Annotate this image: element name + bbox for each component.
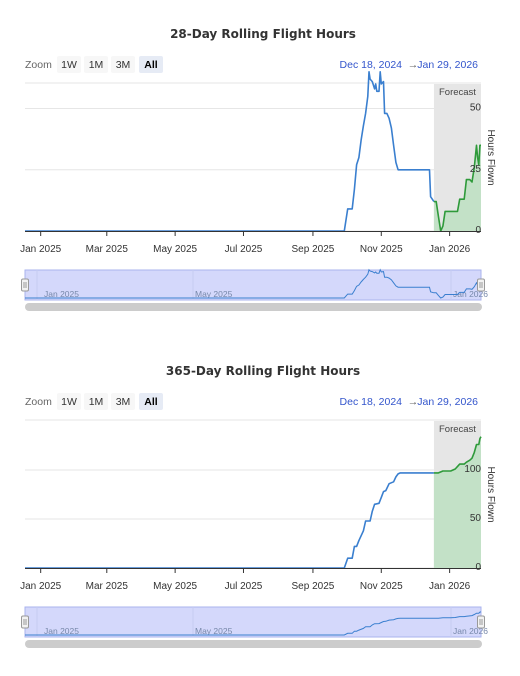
navigator-scrollbar[interactable] — [25, 303, 482, 311]
x-tick-label: Mar 2025 — [86, 244, 129, 255]
x-tick-label: Sep 2025 — [292, 244, 335, 255]
chart-svg: 28-Day Rolling Flight Hours Zoom 1W 1M 3M All… — [20, 27, 496, 311]
zoom-button-bg — [57, 56, 81, 73]
y-tick-label: 0 — [475, 225, 481, 236]
navigator-window[interactable] — [24, 269, 482, 301]
navigator-series-line — [25, 268, 481, 299]
range-from-input[interactable]: Dec 18, 2024 — [340, 59, 403, 71]
navigator-window[interactable] — [24, 606, 482, 638]
navigator-label: May 2025 — [195, 626, 233, 636]
navigator-label: Jan 2026 — [453, 289, 488, 299]
zoom-button-bg — [139, 56, 163, 73]
zoom-button-1m[interactable]: 1M — [84, 56, 108, 73]
zoom-button-bg — [84, 56, 108, 73]
handle-grip — [477, 615, 485, 629]
navigator-series-line — [25, 611, 482, 636]
zoom-button-bg — [57, 393, 81, 410]
zoom-button-3m[interactable]: 3M — [111, 393, 135, 410]
forecast-area — [433, 145, 481, 231]
zoom-button-all[interactable]: All — [139, 56, 163, 73]
actual-series-line — [25, 472, 434, 569]
zoom-button-label: All — [144, 59, 158, 71]
x-tick-label: Jul 2025 — [225, 244, 263, 255]
navigator-label: Jan 2026 — [453, 626, 488, 636]
forecast-series-line — [433, 436, 482, 474]
navigator-left-handle[interactable] — [21, 615, 29, 629]
navigator-right-handle[interactable] — [477, 278, 485, 292]
zoom-button-bg — [84, 393, 108, 410]
navigator[interactable]: Jan 2025 May 2025 Jan 2026 — [21, 606, 489, 638]
y-tick-label: 50 — [470, 513, 482, 524]
navigator[interactable]: Jan 2025 May 2025 Jan 2026 — [21, 268, 489, 301]
navigator-label: Jan 2025 — [44, 626, 79, 636]
navigator-scrollbar[interactable] — [25, 640, 482, 648]
range-to-input[interactable]: Jan 29, 2026 — [417, 396, 478, 408]
y-tick-label: 50 — [470, 103, 482, 114]
zoom-button-bg — [111, 393, 135, 410]
y-tick-label: 25 — [470, 164, 482, 175]
rolling-365-day-chart: 365-Day Rolling Flight Hours Zoom 1W 1M 3M Al… — [0, 337, 520, 675]
chart-title: 28-Day Rolling Flight Hours — [170, 27, 356, 41]
x-tick-label: Mar 2025 — [86, 581, 129, 592]
forecast-label: Forecast — [439, 424, 476, 435]
zoom-button-label: 1W — [61, 396, 77, 408]
zoom-label: Zoom — [25, 396, 52, 408]
y-tick-label: 100 — [464, 464, 481, 475]
chart-title: 365-Day Rolling Flight Hours — [166, 364, 360, 378]
handle-grip — [21, 615, 29, 629]
zoom-label: Zoom — [25, 59, 52, 71]
zoom-button-1w[interactable]: 1W — [57, 56, 81, 73]
x-tick-label: Jan 2026 — [429, 244, 471, 255]
zoom-button-label: 3M — [116, 396, 131, 408]
x-tick-label: Jan 2025 — [20, 244, 62, 255]
zoom-button-label: 1W — [61, 59, 77, 71]
x-tick-label: May 2025 — [153, 244, 197, 255]
navigator-right-handle[interactable] — [477, 615, 485, 629]
x-tick-label: Jan 2025 — [20, 581, 62, 592]
actual-series-line — [25, 71, 435, 232]
handle-grip — [21, 278, 29, 292]
chart-svg: 365-Day Rolling Flight Hours Zoom 1W 1M 3M Al… — [20, 364, 496, 648]
forecast-label: Forecast — [439, 87, 476, 98]
zoom-button-label: 3M — [116, 59, 131, 71]
zoom-button-label: 1M — [89, 396, 104, 408]
range-to-input[interactable]: Jan 29, 2026 — [417, 59, 478, 71]
zoom-button-1m[interactable]: 1M — [84, 393, 108, 410]
range-arrow: → — [408, 396, 419, 408]
x-tick-label: Sep 2025 — [292, 581, 335, 592]
x-tick-label: Jan 2026 — [429, 581, 471, 592]
navigator-left-handle[interactable] — [21, 278, 29, 292]
navigator-label: Jan 2025 — [44, 289, 79, 299]
zoom-button-label: All — [144, 396, 158, 408]
range-arrow: → — [408, 59, 419, 71]
range-from-input[interactable]: Dec 18, 2024 — [340, 396, 403, 408]
y-axis-title: Hours Flown — [485, 129, 496, 185]
zoom-button-bg — [111, 56, 135, 73]
zoom-button-1w[interactable]: 1W — [57, 393, 81, 410]
zoom-button-all[interactable]: All — [139, 393, 163, 410]
zoom-button-3m[interactable]: 3M — [111, 56, 135, 73]
x-tick-label: Jul 2025 — [225, 581, 263, 592]
handle-grip — [477, 278, 485, 292]
forecast-area — [433, 436, 481, 568]
x-tick-label: Nov 2025 — [360, 244, 403, 255]
y-axis-title: Hours Flown — [485, 466, 496, 522]
x-tick-label: Nov 2025 — [360, 581, 403, 592]
zoom-button-bg — [139, 393, 163, 410]
x-tick-label: May 2025 — [153, 581, 197, 592]
y-tick-label: 0 — [475, 562, 481, 573]
zoom-button-label: 1M — [89, 59, 104, 71]
rolling-28-day-chart: 28-Day Rolling Flight Hours Zoom 1W 1M 3M All… — [20, 27, 496, 311]
navigator-label: May 2025 — [195, 289, 233, 299]
